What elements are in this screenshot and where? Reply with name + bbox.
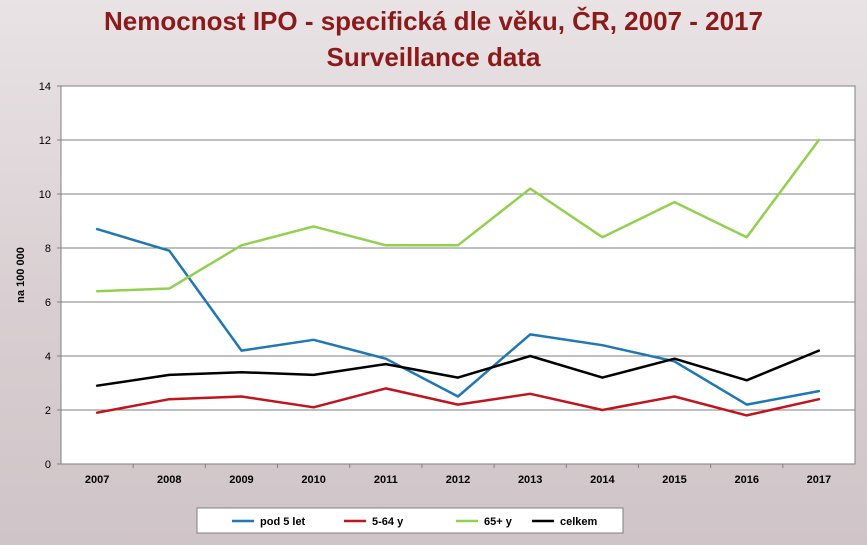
legend-label-65plus-y: 65+ y (484, 516, 513, 528)
y-tick-label: 8 (45, 243, 51, 255)
y-tick-label: 4 (45, 351, 51, 363)
x-tick-label: 2016 (734, 474, 758, 486)
series-line-pod-5-let (95, 227, 821, 406)
x-tick-label: 2015 (662, 474, 686, 486)
chart-subtitle: Surveillance data (326, 42, 541, 72)
y-axis: 0 2 4 6 8 10 12 14 (39, 81, 61, 471)
chart-title: Nemocnost IPO - specifická dle věku, ČR,… (104, 6, 763, 36)
x-tick-label: 2011 (374, 474, 398, 486)
x-tick-label: 2014 (590, 474, 615, 486)
y-tick-label: 2 (45, 405, 51, 417)
y-tick-label: 6 (45, 297, 51, 309)
x-tick-label: 2017 (807, 474, 831, 486)
x-tick-label: 2009 (229, 474, 253, 486)
x-tick-label: 2012 (446, 474, 470, 486)
series-line-celkem (95, 349, 821, 387)
series-line-5-64-y (95, 387, 821, 417)
legend-label-celkem: celkem (560, 516, 598, 528)
legend-label-pod-5-let: pod 5 let (260, 516, 306, 528)
series-layer (95, 138, 821, 417)
legend: pod 5 let 5-64 y 65+ y celkem (196, 507, 624, 534)
x-axis: 2007 2008 2009 2010 2011 2012 2013 2014 2015 2016… (85, 464, 831, 486)
plot-area (60, 85, 856, 465)
y-tick-label: 12 (39, 135, 51, 147)
x-tick-label: 2013 (518, 474, 542, 486)
gridlines (61, 139, 855, 411)
y-tick-label: 14 (39, 81, 51, 93)
series-line-65plus-y (95, 138, 821, 293)
x-tick-label: 2007 (85, 474, 109, 486)
x-tick-label: 2010 (301, 474, 325, 486)
x-tick-label: 2008 (157, 474, 181, 486)
y-axis-label: na 100 000 (15, 247, 27, 303)
y-tick-label: 10 (39, 189, 51, 201)
legend-label-5-64-y: 5-64 y (372, 516, 404, 528)
y-tick-label: 0 (45, 459, 51, 471)
